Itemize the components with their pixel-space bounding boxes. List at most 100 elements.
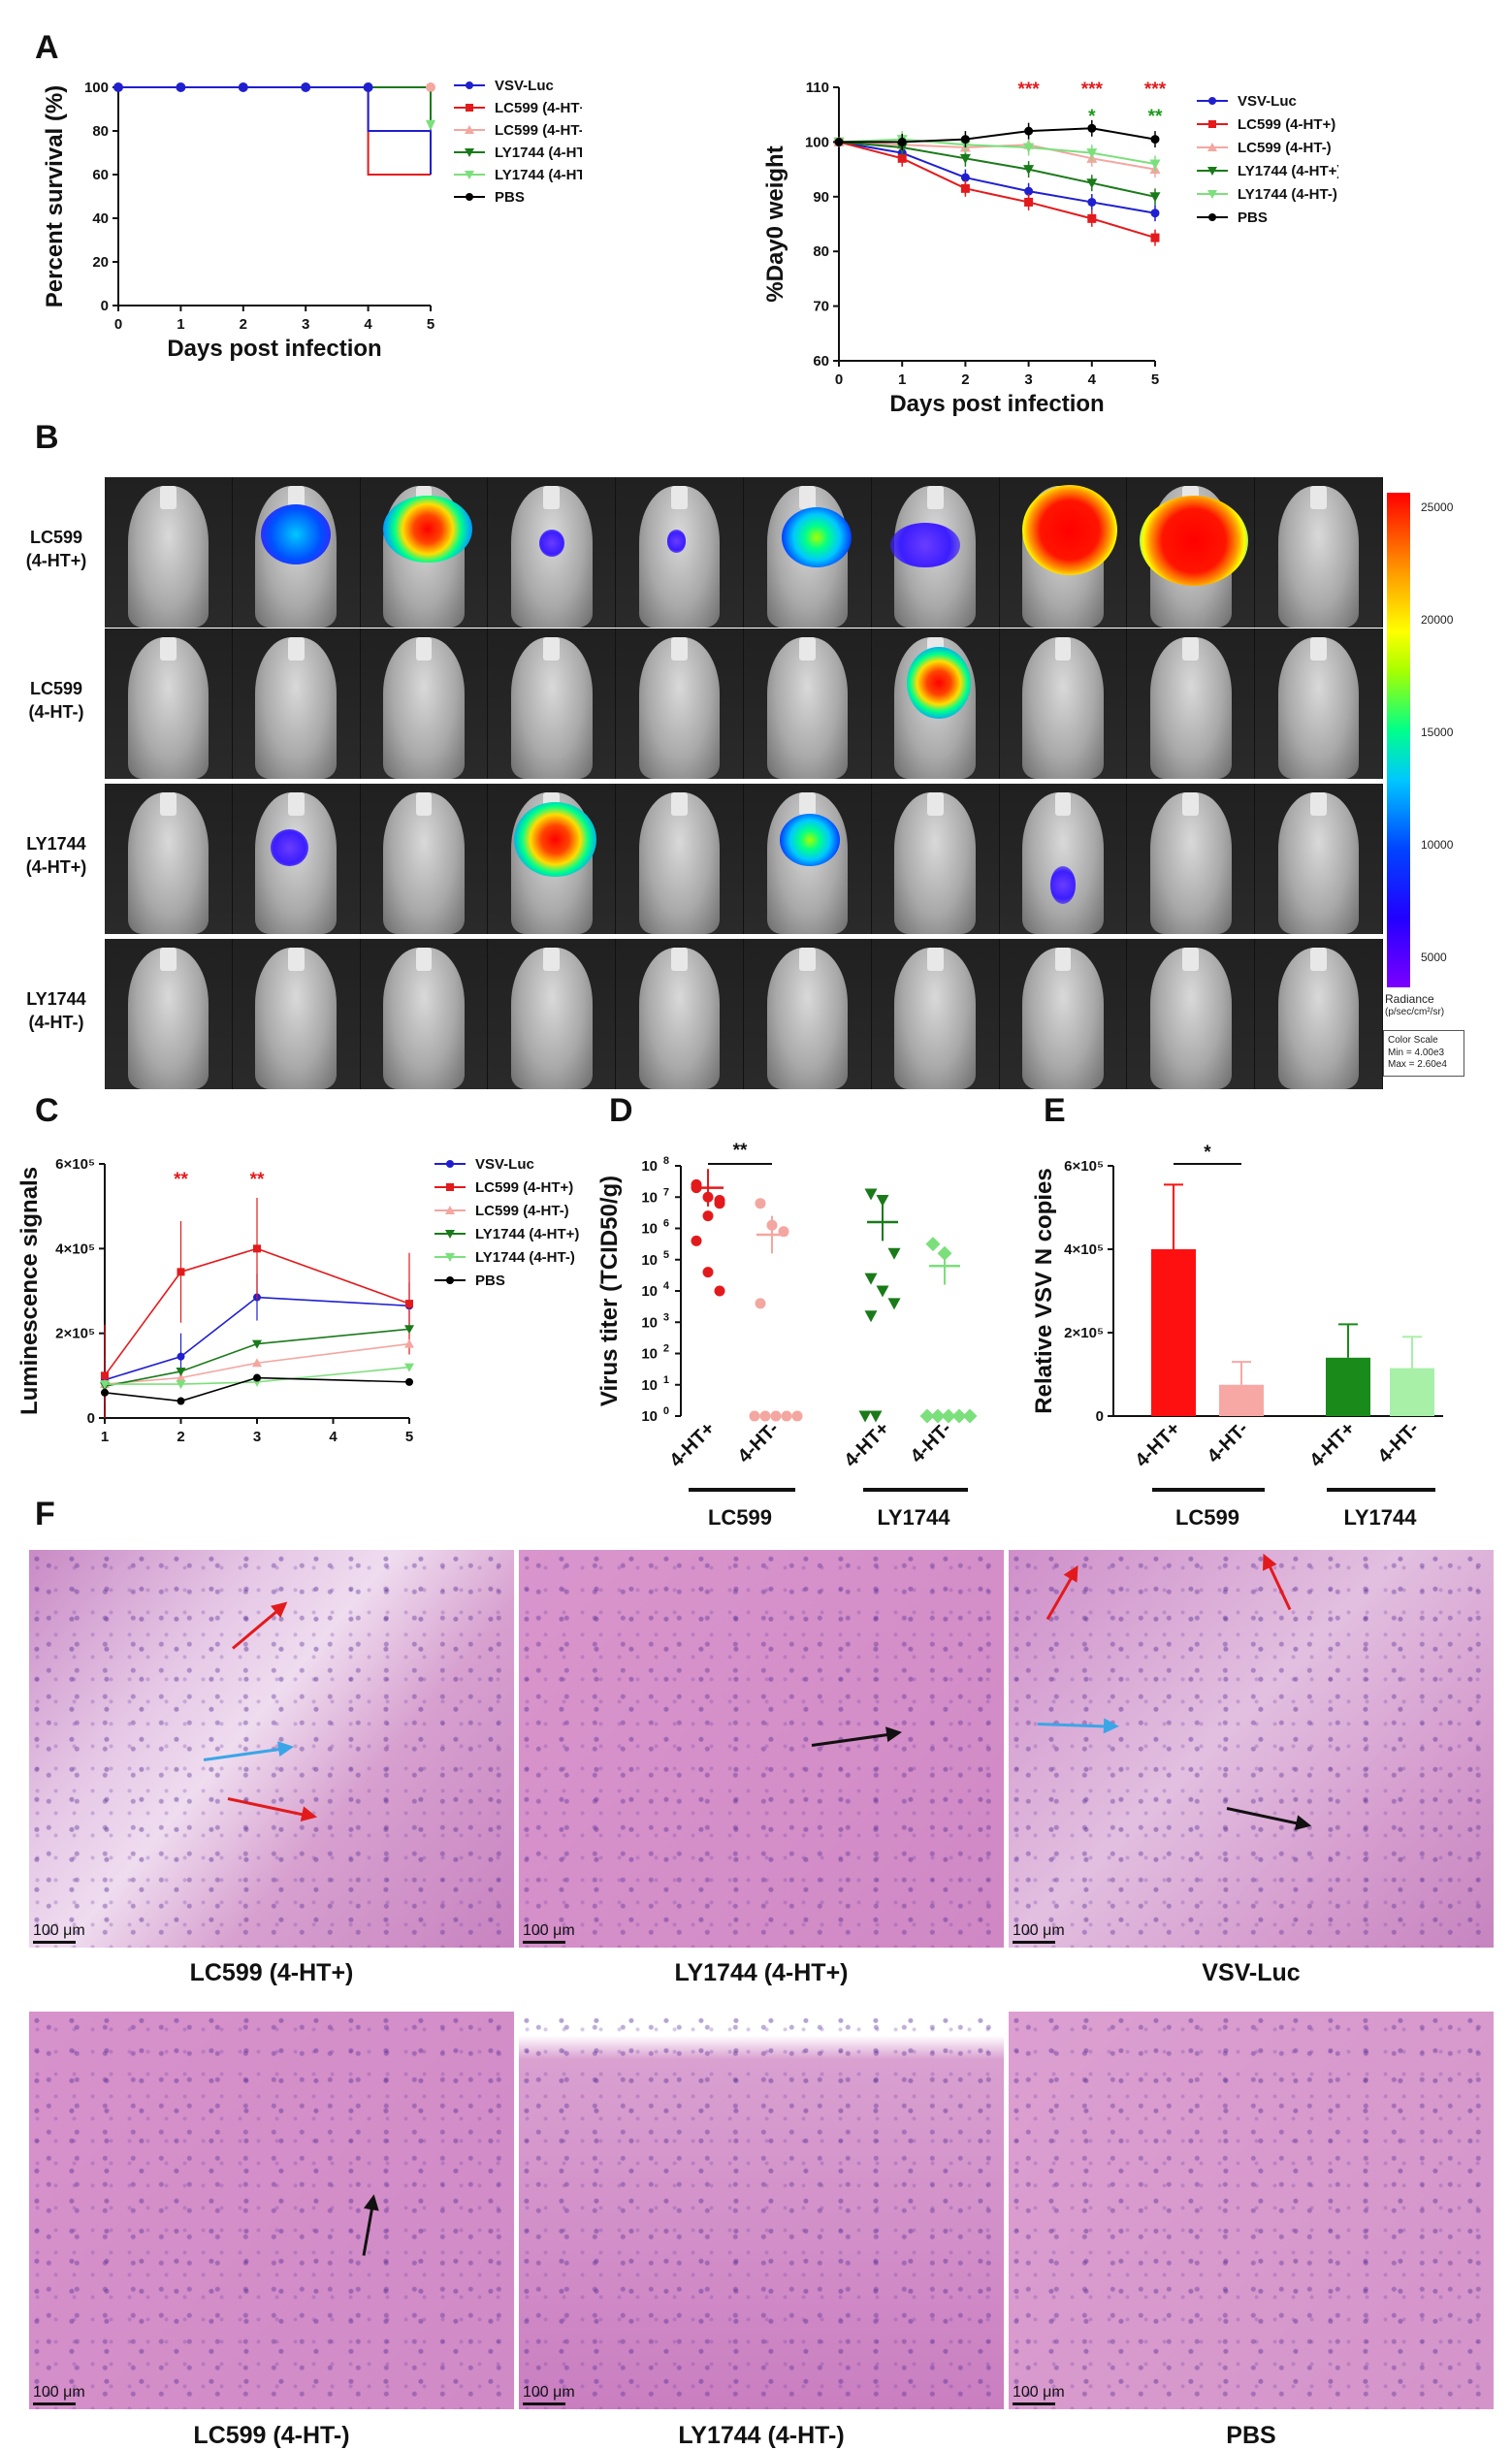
colorbar-tick: 15000 bbox=[1421, 725, 1454, 739]
bioluminescence-signal bbox=[890, 522, 961, 567]
color-scale-min: Min = 4.00e3 bbox=[1388, 1048, 1445, 1058]
bar bbox=[1326, 1357, 1370, 1416]
lum-marker bbox=[404, 1363, 414, 1372]
weight-marker bbox=[1023, 143, 1035, 153]
x-tick-label: 3 bbox=[1024, 371, 1032, 388]
bioluminescence-signal bbox=[1022, 484, 1118, 575]
mouse-image bbox=[743, 784, 872, 934]
luminescence-chart: 1 2 3 4 5 0 2×10⁵ 4×10⁵ 6×10⁵ Luminescence signal… bbox=[16, 1156, 579, 1445]
legend-label: VSV-Luc bbox=[1238, 93, 1297, 110]
legend-marker bbox=[1207, 143, 1217, 151]
lum-marker bbox=[253, 1244, 261, 1253]
x-tick-label: 2 bbox=[240, 316, 247, 333]
mouse-image bbox=[871, 477, 1000, 628]
mouse-image bbox=[360, 939, 489, 1089]
weight-marker bbox=[1024, 197, 1034, 207]
weight-line bbox=[839, 127, 1156, 144]
histology-image: 100 μm bbox=[29, 2012, 514, 2409]
mouse-body bbox=[383, 637, 465, 779]
radiance-title: Radiance bbox=[1385, 992, 1434, 1006]
lum-marker bbox=[176, 1380, 186, 1390]
histology-arrow bbox=[362, 2198, 375, 2256]
weight-chart: 0 1 2 3 4 5 60 70 80 90 100 110 Days post infection%… bbox=[762, 80, 1338, 417]
mouse-body bbox=[127, 792, 209, 934]
histology-image: 100 μm bbox=[519, 2012, 1004, 2409]
y-tick-exponent: 5 bbox=[663, 1249, 669, 1261]
panel-letter-a: A bbox=[35, 29, 59, 66]
weight-marker bbox=[960, 183, 970, 193]
radiance-colorbar bbox=[1387, 493, 1410, 987]
y-tick-exponent: 3 bbox=[663, 1311, 669, 1323]
y-axis-title: Luminescence signals bbox=[16, 1167, 43, 1415]
mouse-body bbox=[1277, 486, 1360, 628]
scale-bar bbox=[33, 1941, 76, 1944]
mouse-body bbox=[510, 637, 593, 779]
mouse-body bbox=[1022, 948, 1104, 1089]
scale-bar bbox=[1013, 1941, 1055, 1944]
titer-point bbox=[864, 1310, 878, 1323]
weight-marker bbox=[960, 135, 970, 145]
titer-point bbox=[714, 1285, 725, 1297]
legend-marker bbox=[465, 148, 474, 157]
group-label: 4-HT- bbox=[734, 1418, 784, 1467]
y-tick-label: 6×10⁵ bbox=[55, 1156, 95, 1173]
legend-marker bbox=[466, 193, 473, 201]
bioluminescence-signal bbox=[513, 801, 596, 878]
mouse-image bbox=[1255, 477, 1383, 628]
mouse-body bbox=[510, 486, 593, 628]
y-tick-label: 10 bbox=[641, 1346, 658, 1363]
y-tick-label: 6×10⁵ bbox=[1064, 1158, 1104, 1175]
mouse-body bbox=[255, 637, 338, 779]
y-tick-label: 10 bbox=[641, 1408, 658, 1425]
legend-label: LY1744 (4-HT+) bbox=[495, 145, 582, 161]
ivis-row-label: LY1744 (4-HT-) bbox=[8, 987, 105, 1034]
ivis-row bbox=[105, 784, 1383, 934]
y-tick-label: 100 bbox=[84, 80, 109, 96]
color-scale-title: Color Scale bbox=[1388, 1035, 1438, 1046]
y-tick-label: 110 bbox=[806, 80, 829, 96]
mouse-image bbox=[232, 477, 361, 628]
titer-point bbox=[951, 1408, 967, 1424]
mouse-body bbox=[127, 486, 209, 628]
mouse-image bbox=[488, 784, 617, 934]
mouse-body bbox=[1277, 948, 1360, 1089]
mouse-body bbox=[1149, 792, 1232, 934]
titer-point bbox=[887, 1298, 901, 1310]
y-tick-label: 10 bbox=[641, 1158, 658, 1175]
y-tick-label: 60 bbox=[92, 167, 109, 183]
survival-marker bbox=[426, 82, 435, 92]
legend-marker bbox=[445, 1206, 455, 1214]
legend-marker bbox=[466, 81, 473, 89]
scale-bar bbox=[523, 1941, 565, 1944]
mouse-body bbox=[894, 948, 977, 1089]
panel-letter-f: F bbox=[35, 1496, 55, 1532]
scale-bar bbox=[523, 2402, 565, 2405]
significance-mark: ** bbox=[250, 1170, 265, 1190]
legend-label: LC599 (4-HT-) bbox=[475, 1203, 569, 1219]
y-tick-label: 20 bbox=[92, 254, 109, 271]
titer-point bbox=[702, 1267, 714, 1278]
legend-marker bbox=[445, 1230, 455, 1239]
ivis-row bbox=[105, 939, 1383, 1089]
legend-label: LY1744 (4-HT+) bbox=[475, 1226, 579, 1242]
legend-marker bbox=[1207, 190, 1217, 199]
legend-label: LC599 (4-HT-) bbox=[1238, 140, 1332, 156]
legend-marker bbox=[446, 1183, 454, 1191]
mouse-body bbox=[1022, 637, 1104, 779]
weight-marker bbox=[1023, 165, 1035, 176]
legend-marker bbox=[465, 125, 474, 134]
color-scale-box: Color Scale Min = 4.00e3 Max = 2.60e4 bbox=[1383, 1030, 1464, 1077]
bioluminescence-signal bbox=[1140, 495, 1248, 586]
bioluminescence-signal bbox=[907, 646, 971, 719]
y-axis-title: Virus titer (TCID50/g) bbox=[596, 1176, 623, 1406]
x-axis-title: Days post infection bbox=[167, 336, 381, 362]
titer-point bbox=[749, 1410, 760, 1422]
titer-point bbox=[887, 1247, 901, 1260]
x-tick-label: 0 bbox=[114, 316, 122, 333]
y-tick-label: 4×10⁵ bbox=[55, 1241, 95, 1257]
titer-point bbox=[755, 1198, 766, 1209]
lum-marker bbox=[177, 1352, 185, 1361]
group-label: 4-HT+ bbox=[1131, 1418, 1184, 1471]
significance-mark: * bbox=[1204, 1143, 1211, 1163]
legend-label: LY1744 (4-HT-) bbox=[475, 1249, 575, 1266]
